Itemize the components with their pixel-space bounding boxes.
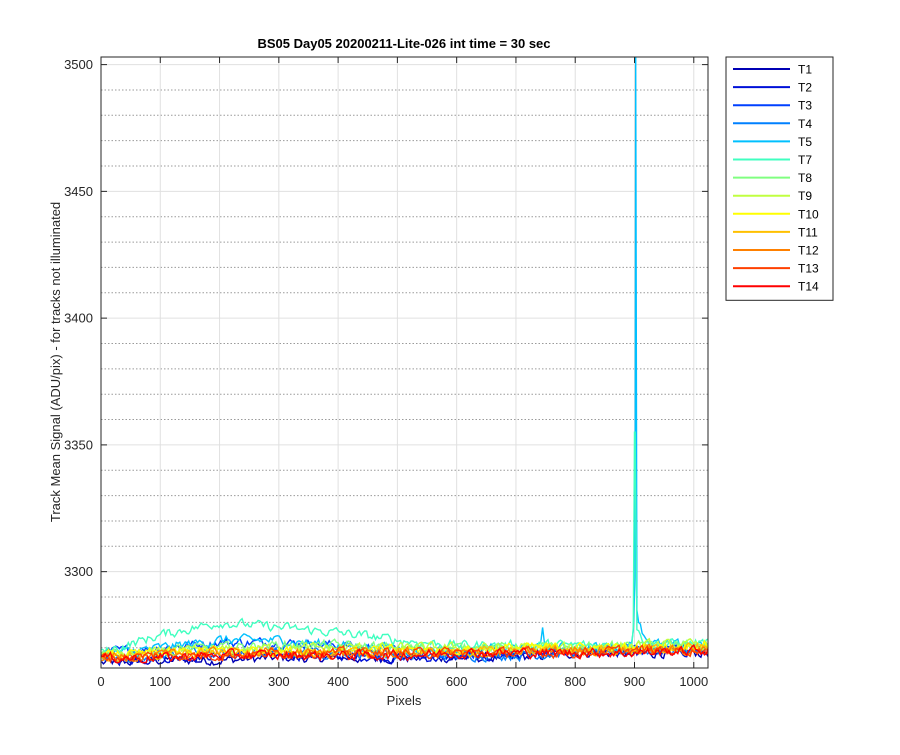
x-tick-label: 500 [387, 674, 409, 689]
ticks: 0 100 200 300 400 500 600 700 800 900 1000 3300 3350… [64, 57, 708, 689]
y-tick-label: 3300 [64, 564, 93, 579]
y-tick-label: 3500 [64, 57, 93, 72]
legend-label: T11 [798, 225, 818, 239]
plot-background [101, 57, 708, 668]
x-tick-label: 300 [268, 674, 290, 689]
x-tick-label: 700 [505, 674, 527, 689]
x-axis-label: Pixels [387, 693, 422, 708]
series-line-t14 [101, 643, 709, 664]
y-tick-label: 3350 [64, 437, 93, 452]
x-tick-label: 1000 [679, 674, 708, 689]
legend-label: T9 [798, 189, 812, 203]
x-tick-label: 900 [624, 674, 646, 689]
y-axis-label: Track Mean Signal (ADU/pix) - for tracks… [48, 202, 63, 522]
legend-label: T3 [798, 99, 812, 113]
x-tick-label: 400 [327, 674, 349, 689]
x-tick-label: 200 [209, 674, 231, 689]
x-tick-label: 0 [97, 674, 104, 689]
legend-label: T8 [798, 171, 812, 185]
legend-label: T10 [798, 207, 819, 221]
x-tick-label: 600 [446, 674, 468, 689]
legend: T1 T2 T3 T4 T5 T7 T8 T9 T10 T11 T12 T13 T14 [725, 56, 834, 301]
y-tick-label: 3450 [64, 184, 93, 199]
legend-label: T12 [798, 244, 819, 258]
legend-label: T2 [798, 81, 812, 95]
legend-label: T14 [798, 280, 819, 294]
y-tick-label: 3400 [64, 311, 93, 326]
plot-frame [100, 56, 709, 669]
series-group [100, 56, 709, 667]
chart-title: BS05 Day05 20200211-Lite-026 int time = … [257, 36, 550, 51]
legend-label: T1 [798, 63, 812, 77]
legend-label: T4 [798, 117, 812, 131]
x-tick-label: 800 [564, 674, 586, 689]
legend-box [725, 56, 834, 301]
legend-label: T13 [798, 262, 819, 276]
x-tick-label: 100 [149, 674, 171, 689]
legend-label: T7 [798, 153, 812, 167]
legend-label: T5 [798, 135, 812, 149]
